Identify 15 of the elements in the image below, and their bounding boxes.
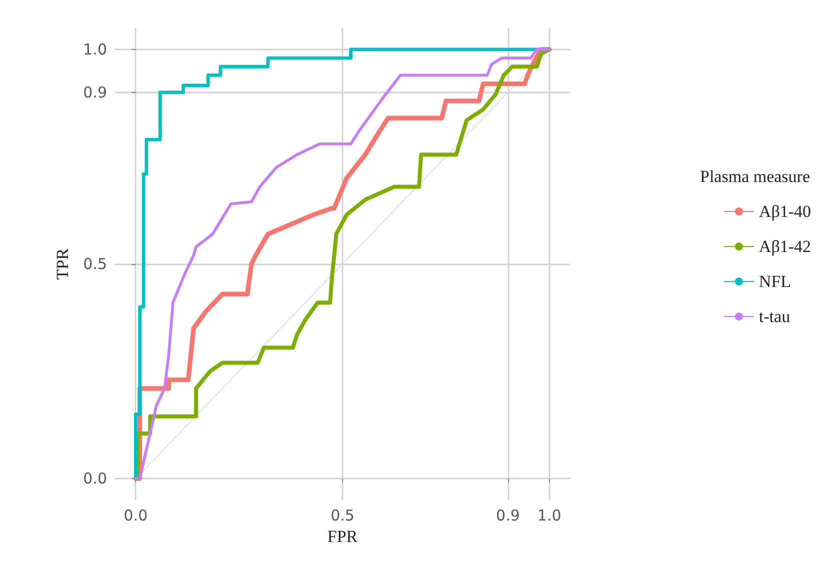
x-tick-label: 0.9 [496, 506, 520, 524]
y-tick-label: 0.0 [83, 470, 107, 488]
x-tick-label: 0.5 [330, 506, 354, 524]
x-tick-label: 0.0 [124, 506, 148, 524]
x-tick-label: 1.0 [537, 506, 562, 524]
legend-label: Aβ1-42 [758, 237, 812, 256]
x-axis-title: FPR [327, 526, 358, 546]
y-axis-title: TPR [53, 248, 72, 280]
y-tick-label: 1.0 [83, 40, 107, 58]
y-tick-label: 0.9 [83, 83, 107, 102]
legend-label: t-tau [758, 307, 791, 326]
legend-label: NFL [758, 272, 792, 291]
legend-label: Aβ1-40 [758, 202, 812, 221]
legend-title: Plasma measure [700, 167, 810, 186]
y-tick-label: 0.5 [83, 255, 107, 273]
